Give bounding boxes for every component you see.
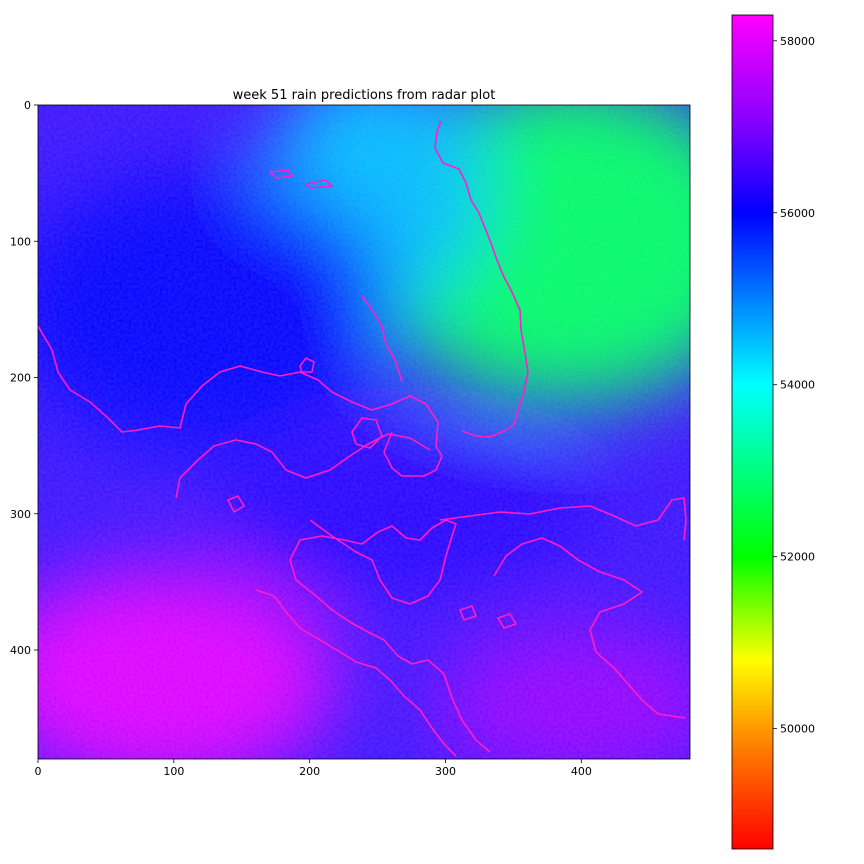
coastline-islet-6 (305, 179, 333, 189)
colorbar: 50000 52000 54000 56000 58000 (731, 14, 815, 850)
y-axis: 0 100 200 300 400 (10, 99, 38, 657)
colorbar-frame (731, 14, 774, 850)
coastline-river (434, 120, 529, 438)
y-tick-label: 0 (24, 99, 31, 112)
coastline-island (351, 417, 383, 449)
coastline-north (38, 325, 443, 477)
x-tick-label: 200 (299, 765, 320, 778)
heatmap-noise (38, 105, 690, 759)
x-tick-label: 400 (571, 765, 592, 778)
x-axis: 0 100 200 300 400 (35, 759, 592, 778)
coastline-south-east (493, 537, 687, 719)
coastline-bay (361, 295, 403, 383)
colorbar-tick-label: 54000 (780, 379, 815, 392)
coastline-islet-3 (497, 613, 517, 629)
coastline-south (289, 519, 491, 753)
colorbar-tick-label: 56000 (780, 207, 815, 220)
colorbar-tick-label: 58000 (780, 35, 815, 48)
colorbar-tick-label: 52000 (780, 551, 815, 564)
x-tick-label: 0 (35, 765, 42, 778)
coastline-islet-5 (269, 169, 293, 179)
colorbar-tick-label: 50000 (780, 723, 815, 736)
x-tick-label: 300 (435, 765, 456, 778)
y-tick-label: 400 (10, 644, 31, 657)
coastline-south-west (255, 589, 457, 757)
chart-title: week 51 rain predictions from radar plot (233, 88, 496, 103)
colorbar-fill (732, 15, 773, 849)
coastline-east (439, 497, 687, 541)
coastline-islet-2 (227, 495, 245, 513)
heatmap-image (38, 105, 690, 759)
coastline-overlay (38, 120, 687, 757)
heatmap-frame (37, 104, 691, 760)
y-tick-label: 100 (10, 235, 31, 248)
coastline-islet-4 (459, 605, 477, 621)
y-tick-label: 300 (10, 508, 31, 521)
x-tick-label: 100 (163, 765, 184, 778)
y-tick-label: 200 (10, 372, 31, 385)
coastline-islet-1 (299, 357, 315, 373)
colorbar-ticks: 50000 52000 54000 56000 58000 (773, 35, 815, 736)
